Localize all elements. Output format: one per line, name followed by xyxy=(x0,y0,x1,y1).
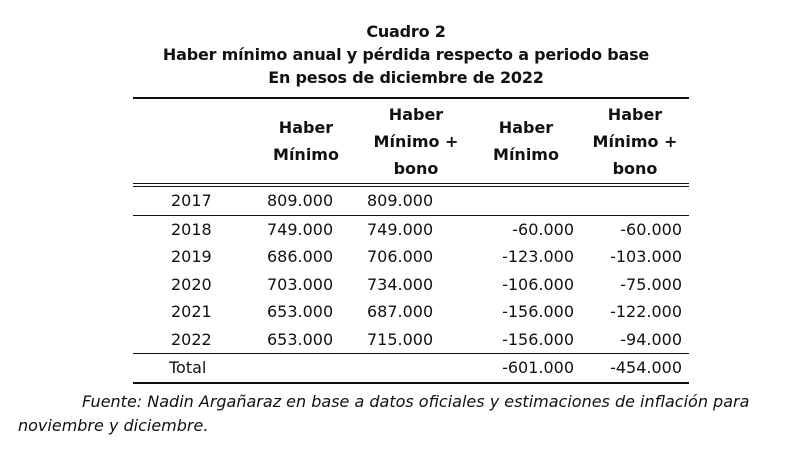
header-line: Mínimo + xyxy=(592,131,678,151)
cell-perdida-minimo-bono: -122.000 xyxy=(610,302,682,322)
cell-haber-minimo: 686.000 xyxy=(267,247,334,267)
cell-haber-minimo-bono: 706.000 xyxy=(367,247,434,267)
table-row: 2017 809.000 809.000 xyxy=(133,183,689,215)
cell-perdida-minimo-bono: -60.000 xyxy=(581,214,689,243)
header-line: bono xyxy=(612,158,658,178)
table-caption: Cuadro 2 Haber mínimo anual y pérdida re… xyxy=(0,20,800,89)
total-haber-minimo xyxy=(251,353,361,384)
cell-haber-minimo-bono: 734.000 xyxy=(367,274,434,294)
header-line: Mínimo + xyxy=(373,131,459,151)
total-haber-minimo-bono xyxy=(361,353,471,384)
data-table-container: Haber Mínimo Haber Mínimo + bono Haber Mínim… xyxy=(133,97,689,384)
header-year xyxy=(133,98,251,186)
row-year: 2018 xyxy=(133,214,251,243)
total-perdida-minimo-bono: -454.000 xyxy=(581,353,689,384)
header-line: Haber xyxy=(388,104,444,124)
cell-haber-minimo-bono: 809.000 xyxy=(361,183,471,215)
table-row: 2022 653.000 715.000 -156.000 -94.000 xyxy=(133,326,689,354)
row-year: 2022 xyxy=(171,329,212,349)
header-line: Haber xyxy=(278,118,334,137)
caption-subtitle: En pesos de diciembre de 2022 xyxy=(268,68,544,87)
cell-perdida-minimo-bono: -103.000 xyxy=(610,247,682,267)
total-perdida-minimo: -601.000 xyxy=(471,353,581,384)
row-year: 2021 xyxy=(171,302,212,322)
header-line: bono xyxy=(393,158,439,178)
table-total-row: Total -601.000 -454.000 xyxy=(133,353,689,384)
cell-perdida-minimo: -106.000 xyxy=(502,274,574,294)
caption-number: Cuadro 2 xyxy=(366,22,446,41)
table-row: 2020 703.000 734.000 -106.000 -75.000 xyxy=(133,271,689,299)
cell-perdida-minimo-bono: -75.000 xyxy=(620,274,682,294)
header-line: Haber xyxy=(498,118,554,137)
cell-perdida-minimo-bono: -94.000 xyxy=(620,329,682,349)
cell-haber-minimo: 653.000 xyxy=(267,302,334,322)
cell-haber-minimo: 703.000 xyxy=(267,274,334,294)
cell-haber-minimo-bono: 749.000 xyxy=(361,214,471,243)
table-row: 2018 749.000 749.000 -60.000 -60.000 xyxy=(133,214,689,243)
cell-haber-minimo-bono: 715.000 xyxy=(367,329,434,349)
table-row: 2019 686.000 706.000 -123.000 -103.000 xyxy=(133,243,689,271)
header-line: Haber xyxy=(607,104,663,124)
caption-title: Haber mínimo anual y pérdida respecto a … xyxy=(162,45,650,64)
cell-perdida-minimo-bono xyxy=(581,183,689,215)
header-haber-minimo-bono: Haber Mínimo + bono xyxy=(361,98,471,186)
header-line: Mínimo xyxy=(273,145,339,164)
table-row: 2021 653.000 687.000 -156.000 -122.000 xyxy=(133,298,689,326)
row-year: 2020 xyxy=(171,274,212,294)
source-note: Fuente: Nadin Argañaraz en base a datos … xyxy=(18,392,750,435)
cell-perdida-minimo: -156.000 xyxy=(502,302,574,322)
header-perdida-minimo-bono: Haber Mínimo + bono xyxy=(581,98,689,186)
cell-haber-minimo-bono: 687.000 xyxy=(367,302,434,322)
row-year: 2017 xyxy=(133,183,251,215)
header-line: Mínimo xyxy=(493,145,559,164)
cell-haber-minimo: 809.000 xyxy=(251,183,361,215)
row-year: 2019 xyxy=(171,247,212,267)
cell-perdida-minimo: -156.000 xyxy=(502,329,574,349)
total-label: Total xyxy=(133,353,251,384)
header-haber-minimo: Haber Mínimo xyxy=(251,98,361,186)
header-perdida-minimo: Haber Mínimo xyxy=(471,98,581,186)
table-header-row: Haber Mínimo Haber Mínimo + bono Haber Mínim… xyxy=(133,98,689,186)
cell-perdida-minimo: -60.000 xyxy=(471,214,581,243)
cell-perdida-minimo: -123.000 xyxy=(502,247,574,267)
cell-haber-minimo: 653.000 xyxy=(267,329,334,349)
cell-perdida-minimo xyxy=(471,183,581,215)
table-body: 2017 809.000 809.000 2018 749.000 749.00… xyxy=(133,183,689,384)
data-table: Haber Mínimo Haber Mínimo + bono Haber Mínim… xyxy=(133,97,689,384)
cell-haber-minimo: 749.000 xyxy=(251,214,361,243)
